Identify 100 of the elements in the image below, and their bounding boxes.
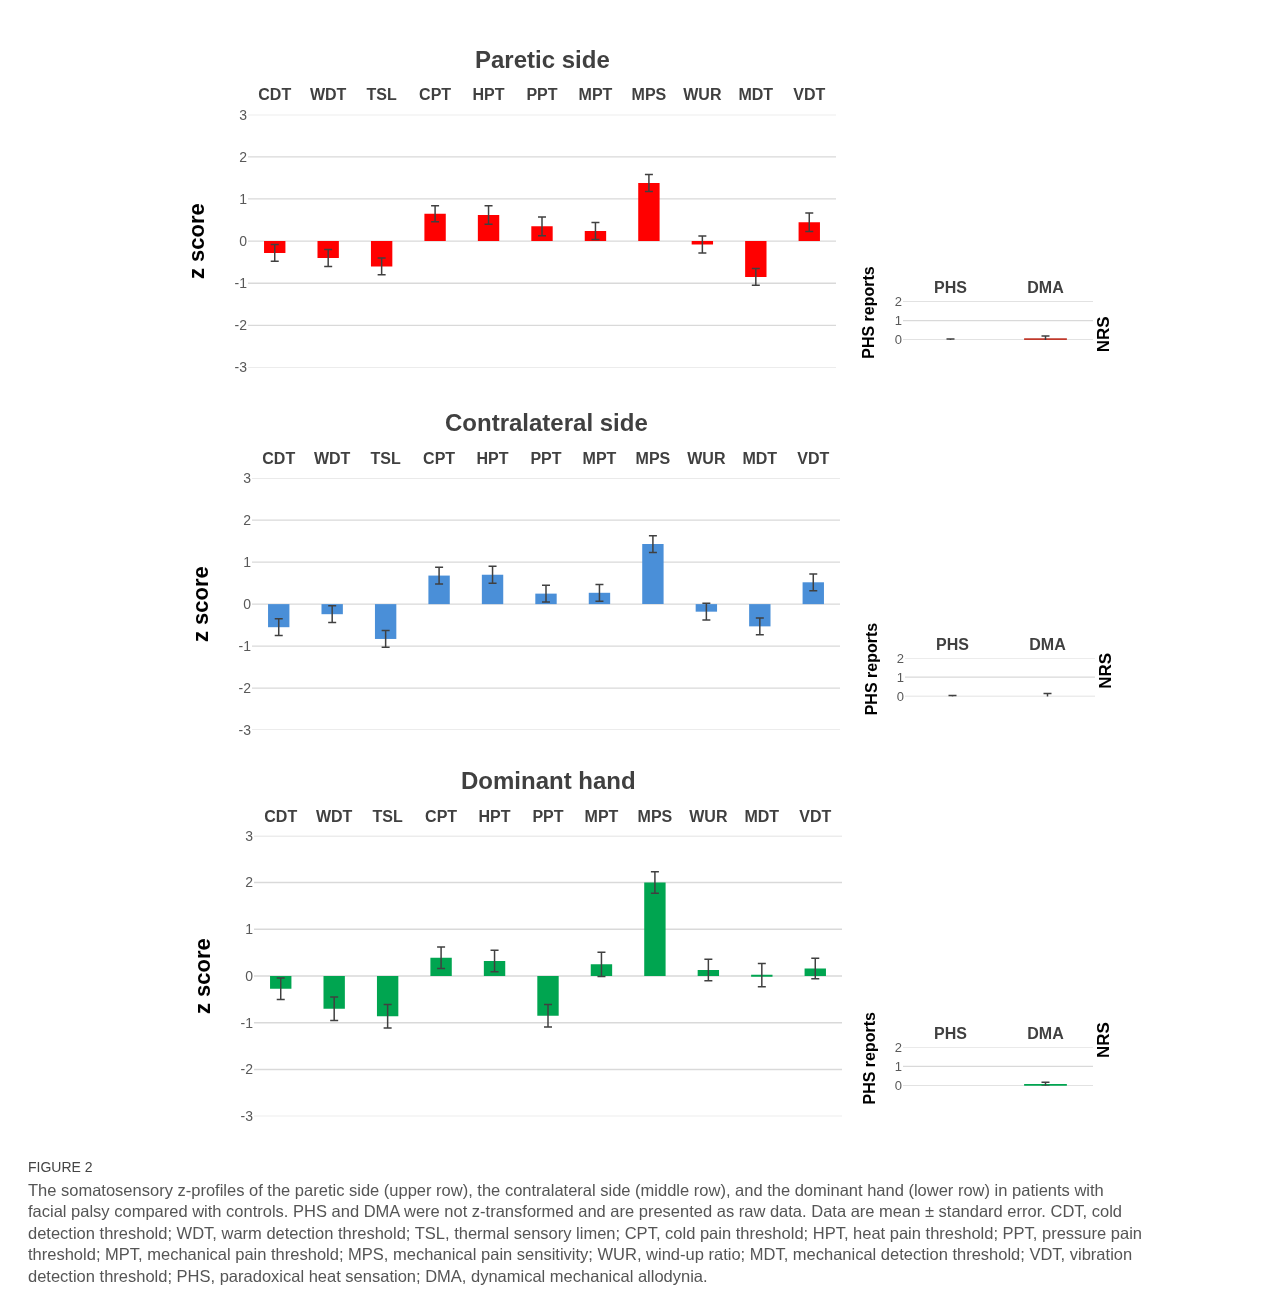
y2-axis-title: NRS <box>1096 652 1116 689</box>
chart-title: Paretic side <box>475 46 610 73</box>
bar <box>745 241 767 277</box>
y-tick-label: 3 <box>239 106 248 123</box>
y-tick-label: -2 <box>240 1061 254 1078</box>
x-tick-label: PHS <box>934 279 968 297</box>
x-tick-label: MDT <box>742 449 778 467</box>
y-tick-label: 1 <box>245 921 254 938</box>
x-tick-label: VDT <box>799 807 832 825</box>
x-tick-label: PHS <box>936 635 970 653</box>
y-tick-label: 0 <box>894 332 902 348</box>
y-tick-label: -3 <box>240 1108 254 1125</box>
y-tick-label: 0 <box>245 967 254 984</box>
chart-title: Dominant hand <box>461 767 636 794</box>
bar <box>370 241 393 267</box>
x-tick-label: MPS <box>635 449 671 467</box>
y-tick-label: -2 <box>234 317 248 334</box>
y2-axis-title: NRS <box>1094 1022 1114 1058</box>
x-tick-label: HPT <box>478 807 511 825</box>
y-tick-label: -1 <box>238 638 252 654</box>
x-tick-label: PHS <box>934 1024 968 1042</box>
bar <box>590 964 613 977</box>
y-tick-label: 2 <box>239 148 248 165</box>
y-tick-label: 0 <box>239 233 248 250</box>
y-axis-title: z score <box>187 566 213 643</box>
y-tick-label: 1 <box>243 554 252 571</box>
bar <box>481 574 504 605</box>
y-tick-label: -1 <box>234 275 248 292</box>
x-tick-label: VDT <box>797 449 830 467</box>
bar <box>424 213 446 242</box>
x-tick-label: TSL <box>366 86 397 104</box>
y-tick-label: -3 <box>234 359 248 376</box>
bar <box>483 961 506 977</box>
y-tick-label: -3 <box>238 721 252 738</box>
x-tick-label: WUR <box>683 86 722 104</box>
bar <box>798 222 820 242</box>
y-tick-label: 3 <box>243 470 252 487</box>
x-tick-label: MDT <box>738 86 774 104</box>
y-tick-label: 1 <box>894 313 902 329</box>
bar <box>644 882 666 977</box>
y-tick-label: 0 <box>896 689 904 705</box>
x-tick-label: DMA <box>1029 635 1067 653</box>
x-tick-label: CDT <box>264 807 298 825</box>
x-tick-label: PPT <box>530 449 562 467</box>
x-tick-label: MPT <box>584 807 619 825</box>
y-tick-label: -1 <box>240 1014 254 1031</box>
y-axis-title: PHS reports <box>862 622 880 716</box>
bar <box>428 575 450 605</box>
x-tick-label: PPT <box>526 86 558 104</box>
x-tick-label: WDT <box>309 86 347 104</box>
x-tick-label: CDT <box>262 449 296 467</box>
bar <box>374 604 397 639</box>
x-tick-label: MDT <box>744 807 780 825</box>
y-tick-label: 1 <box>239 190 248 207</box>
y-tick-label: 1 <box>896 669 904 685</box>
chart-title: Contralateral side <box>445 409 648 436</box>
caption: FIGURE 2 <box>28 1159 93 1175</box>
x-tick-label: TSL <box>372 807 403 825</box>
bar <box>642 544 664 605</box>
x-tick-label: TSL <box>370 449 401 467</box>
y-tick-label: 2 <box>896 650 904 666</box>
y-axis-title: PHS reports <box>860 266 878 359</box>
x-tick-label: HPT <box>472 86 505 104</box>
x-tick-label: WUR <box>689 807 728 825</box>
x-tick-label: DMA <box>1027 279 1065 297</box>
x-tick-label: CPT <box>425 807 458 825</box>
x-tick-label: MPS <box>631 86 667 104</box>
y-tick-label: 1 <box>894 1058 902 1074</box>
y-tick-label: 0 <box>243 596 252 613</box>
bar <box>802 582 824 605</box>
y-tick-label: 2 <box>894 1039 902 1055</box>
y-tick-label: 2 <box>245 874 254 891</box>
text: The somatosensory z-profiles of the paretic side (upper row), the contralateral side (middle row), and the dominant hand (lower row) in patients with facial palsy compared with controls. PHS and DMA were not z-transformed and are presented as raw data. Data are mean ± standard error. CDT, cold detection threshold; WDT, warm detection threshold; TSL, thermal sensory limen; CPT, cold pain threshold; HPT, heat pain threshold; PPT, pressure pain threshold; MPT, mechanical pain threshold; MPS, mechanical pain sensitivity; WUR, wind-up ratio; MDT, mechanical detection threshold; VDT, vibration detection threshold; PHS, paradoxical heat sensation; DMA, dynamical mechanical allodynia. <box>28 1181 1142 1285</box>
y-tick-label: 2 <box>243 512 252 529</box>
bar <box>477 214 500 242</box>
x-tick-label: CPT <box>423 449 456 467</box>
bar <box>268 604 290 628</box>
bar <box>531 226 553 242</box>
y-tick-label: 2 <box>894 293 902 309</box>
x-tick-label: VDT <box>793 86 826 104</box>
bar <box>638 182 660 242</box>
bar <box>270 976 292 989</box>
bar <box>584 231 607 242</box>
x-tick-label: CPT <box>419 86 452 104</box>
bar <box>537 976 559 1016</box>
y-axis-title: z score <box>189 938 215 1015</box>
y-tick-label: 3 <box>245 827 254 844</box>
x-tick-label: WDT <box>315 807 353 825</box>
x-tick-label: PPT <box>532 807 564 825</box>
y-axis-title: PHS reports <box>860 1011 878 1105</box>
bar <box>264 241 286 253</box>
bar <box>430 957 452 977</box>
x-tick-label: MPT <box>578 86 613 104</box>
bar <box>749 604 771 627</box>
bar <box>317 241 339 258</box>
bar <box>695 604 718 612</box>
bar <box>323 976 345 1009</box>
y-axis-title: z score <box>183 203 209 280</box>
y2-axis-title: NRS <box>1093 316 1113 353</box>
x-tick-label: HPT <box>476 449 509 467</box>
